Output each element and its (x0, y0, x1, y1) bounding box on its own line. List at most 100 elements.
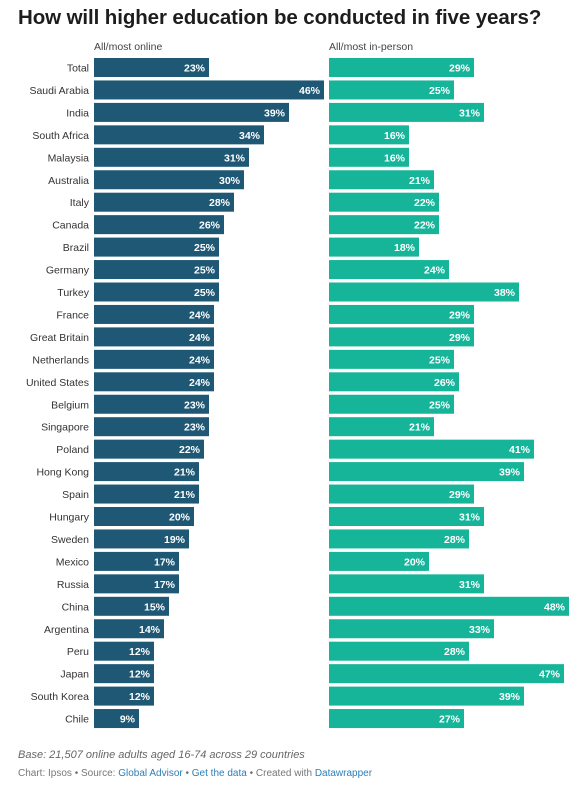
bar-inperson (329, 170, 434, 190)
data-label-inperson: 16% (384, 152, 406, 164)
data-label-inperson: 29% (449, 332, 471, 344)
data-label-inperson: 27% (439, 714, 461, 726)
data-label-inperson: 29% (449, 63, 471, 75)
get-data-link[interactable]: Get the data (191, 768, 247, 779)
bar-online (94, 709, 139, 729)
category-label: Saudi Arabia (29, 85, 89, 97)
data-label-inperson: 25% (429, 399, 451, 411)
category-label: Japan (60, 669, 89, 681)
data-label-inperson: 24% (424, 265, 446, 277)
series-header-inperson: All/most in-person (329, 41, 413, 53)
data-label-inperson: 31% (459, 512, 481, 524)
category-label: France (56, 309, 89, 321)
category-label: Total (67, 63, 89, 75)
category-label: India (66, 107, 89, 119)
separator: • (182, 768, 192, 779)
bar-inperson (329, 102, 484, 122)
bar-inperson (329, 80, 454, 100)
bar-online (94, 327, 214, 347)
data-label-online: 34% (239, 130, 261, 142)
separator: • Created with (246, 768, 315, 779)
category-label: Russia (57, 579, 89, 591)
data-label-online: 46% (299, 85, 321, 97)
bar-inperson (329, 641, 469, 661)
bar-inperson (329, 372, 459, 392)
bar-inperson (329, 282, 519, 302)
category-label: Australia (48, 175, 89, 187)
bar-inperson (329, 439, 534, 459)
bar-inperson (329, 192, 439, 212)
data-label-online: 23% (184, 63, 206, 75)
data-label-inperson: 29% (449, 309, 471, 321)
bar-online (94, 596, 169, 616)
category-label: Brazil (63, 242, 89, 254)
bar-inperson (329, 260, 449, 280)
data-label-online: 22% (179, 444, 201, 456)
bar-online (94, 394, 209, 414)
bar-online (94, 349, 214, 369)
data-label-online: 39% (264, 107, 286, 119)
bar-online (94, 686, 154, 706)
bar-online (94, 484, 199, 504)
data-label-inperson: 22% (414, 197, 436, 209)
data-label-online: 20% (169, 512, 191, 524)
category-label: Sweden (51, 534, 89, 546)
data-label-inperson: 39% (499, 691, 521, 703)
data-label-online: 24% (189, 309, 211, 321)
data-label-inperson: 21% (409, 175, 431, 187)
data-label-inperson: 29% (449, 489, 471, 501)
category-label: Poland (56, 444, 89, 456)
bar-online (94, 147, 249, 167)
data-label-online: 23% (184, 399, 206, 411)
bar-inperson (329, 709, 464, 729)
bar-online (94, 551, 179, 571)
bar-online (94, 664, 154, 684)
data-label-online: 12% (129, 669, 151, 681)
data-label-inperson: 41% (509, 444, 531, 456)
bar-online (94, 574, 179, 594)
category-label: Belgium (51, 399, 89, 411)
bar-online (94, 215, 224, 235)
bar-inperson (329, 664, 564, 684)
data-label-online: 24% (189, 354, 211, 366)
data-label-online: 24% (189, 332, 211, 344)
data-label-inperson: 22% (414, 220, 436, 232)
bar-online (94, 529, 189, 549)
bar-inperson (329, 327, 474, 347)
bar-inperson (329, 462, 524, 482)
bar-inperson (329, 125, 409, 145)
bar-inperson (329, 596, 569, 616)
bar-inperson (329, 529, 469, 549)
category-label: China (62, 601, 90, 613)
category-label: Hong Kong (36, 467, 89, 479)
bar-online (94, 260, 219, 280)
bar-inperson (329, 349, 454, 369)
category-label: Germany (46, 265, 90, 277)
category-label: Spain (62, 489, 89, 501)
datawrapper-link[interactable]: Datawrapper (314, 768, 373, 779)
bar-online (94, 237, 219, 257)
data-label-online: 9% (120, 714, 136, 726)
data-label-online: 30% (219, 175, 241, 187)
bar-inperson (329, 619, 494, 639)
data-label-online: 15% (144, 601, 166, 613)
bar-online (94, 192, 234, 212)
chart-title: How will higher education be conducted i… (18, 6, 542, 29)
data-label-online: 23% (184, 422, 206, 434)
bar-inperson (329, 147, 409, 167)
data-label-online: 19% (164, 534, 186, 546)
bar-online (94, 372, 214, 392)
category-label: Italy (70, 197, 90, 209)
category-label: Peru (67, 646, 89, 658)
bar-inperson (329, 215, 439, 235)
bar-online (94, 417, 209, 437)
data-label-inperson: 31% (459, 579, 481, 591)
data-label-inperson: 21% (409, 422, 431, 434)
bar-online (94, 58, 209, 77)
bar-inperson (329, 574, 484, 594)
category-label: South Korea (31, 691, 90, 703)
source-link[interactable]: Global Advisor (118, 768, 183, 779)
bar-online (94, 439, 204, 459)
separator: • Source: (71, 768, 119, 779)
data-label-inperson: 26% (434, 377, 456, 389)
